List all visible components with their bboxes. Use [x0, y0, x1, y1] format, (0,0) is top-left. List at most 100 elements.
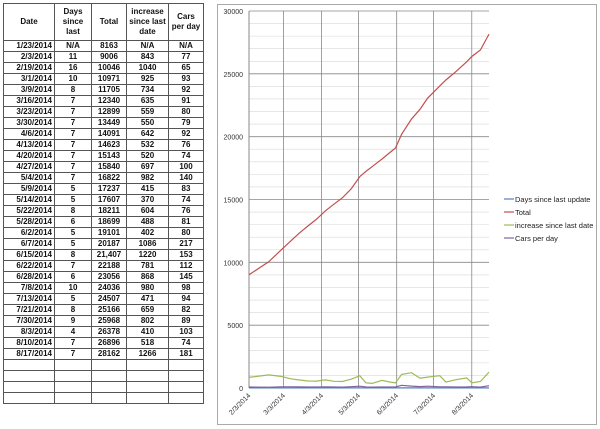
- table-cell[interactable]: 5: [54, 194, 92, 206]
- table-cell[interactable]: 9006: [91, 51, 127, 63]
- table-cell[interactable]: 103: [168, 326, 204, 338]
- table-cell[interactable]: 10: [54, 282, 92, 294]
- table-cell[interactable]: 6: [54, 216, 92, 228]
- table-cell[interactable]: 7/21/2014: [3, 304, 55, 316]
- table-cell[interactable]: 7: [54, 161, 92, 173]
- table-cell[interactable]: 8/17/2014: [3, 348, 55, 360]
- table-cell[interactable]: 16822: [91, 172, 127, 184]
- table-cell[interactable]: 8/10/2014: [3, 337, 55, 349]
- table-cell[interactable]: 1086: [126, 238, 169, 250]
- table-cell[interactable]: 5/4/2014: [3, 172, 55, 184]
- table-cell[interactable]: 2/3/2014: [3, 51, 55, 63]
- table-cell[interactable]: 642: [126, 128, 169, 140]
- table-cell[interactable]: 659: [126, 304, 169, 316]
- table-cell[interactable]: 6/22/2014: [3, 260, 55, 272]
- table-cell[interactable]: 982: [126, 172, 169, 184]
- table-cell[interactable]: 83: [168, 183, 204, 195]
- table-cell[interactable]: [168, 392, 204, 404]
- table-cell[interactable]: [3, 370, 55, 382]
- table-cell[interactable]: 604: [126, 205, 169, 217]
- table-cell[interactable]: 7/13/2014: [3, 293, 55, 305]
- table-cell[interactable]: 26896: [91, 337, 127, 349]
- table-cell[interactable]: 635: [126, 95, 169, 107]
- table-cell[interactable]: 153: [168, 249, 204, 261]
- table-cell[interactable]: 22188: [91, 260, 127, 272]
- table-cell[interactable]: 3/1/2014: [3, 73, 55, 85]
- table-cell[interactable]: 4/13/2014: [3, 139, 55, 151]
- table-cell[interactable]: 89: [168, 315, 204, 327]
- table-cell[interactable]: 14623: [91, 139, 127, 151]
- table-cell[interactable]: [168, 359, 204, 371]
- table-cell[interactable]: 6/2/2014: [3, 227, 55, 239]
- table-cell[interactable]: 24036: [91, 282, 127, 294]
- table-cell[interactable]: 3/23/2014: [3, 106, 55, 118]
- table-cell[interactable]: 415: [126, 183, 169, 195]
- table-cell[interactable]: 843: [126, 51, 169, 63]
- table-cell[interactable]: 7: [54, 95, 92, 107]
- table-cell[interactable]: [126, 359, 169, 371]
- table-cell[interactable]: 12340: [91, 95, 127, 107]
- table-cell[interactable]: 925: [126, 73, 169, 85]
- table-cell[interactable]: 5/22/2014: [3, 205, 55, 217]
- table-cell[interactable]: [3, 359, 55, 371]
- table-cell[interactable]: 4/20/2014: [3, 150, 55, 162]
- table-cell[interactable]: 5/28/2014: [3, 216, 55, 228]
- table-cell[interactable]: [91, 359, 127, 371]
- table-cell[interactable]: 7: [54, 337, 92, 349]
- table-cell[interactable]: 81: [168, 216, 204, 228]
- table-cell[interactable]: 532: [126, 139, 169, 151]
- table-cell[interactable]: 98: [168, 282, 204, 294]
- table-cell[interactable]: 10971: [91, 73, 127, 85]
- table-cell[interactable]: 3/16/2014: [3, 95, 55, 107]
- table-cell[interactable]: 1220: [126, 249, 169, 261]
- table-cell[interactable]: [126, 370, 169, 382]
- table-cell[interactable]: 7: [54, 348, 92, 360]
- table-cell[interactable]: 15840: [91, 161, 127, 173]
- table-cell[interactable]: 24507: [91, 293, 127, 305]
- table-cell[interactable]: 140: [168, 172, 204, 184]
- table-cell[interactable]: 74: [168, 150, 204, 162]
- table-cell[interactable]: 1266: [126, 348, 169, 360]
- table-cell[interactable]: 410: [126, 326, 169, 338]
- table-cell[interactable]: 23056: [91, 271, 127, 283]
- table-cell[interactable]: 16: [54, 62, 92, 74]
- table-cell[interactable]: 92: [168, 128, 204, 140]
- table-cell[interactable]: 471: [126, 293, 169, 305]
- table-cell[interactable]: 4/6/2014: [3, 128, 55, 140]
- table-cell[interactable]: N/A: [54, 40, 92, 52]
- table-cell[interactable]: 402: [126, 227, 169, 239]
- table-cell[interactable]: 370: [126, 194, 169, 206]
- table-cell[interactable]: 21,407: [91, 249, 127, 261]
- table-cell[interactable]: 17237: [91, 183, 127, 195]
- table-cell[interactable]: 112: [168, 260, 204, 272]
- table-cell[interactable]: 76: [168, 205, 204, 217]
- table-cell[interactable]: 1040: [126, 62, 169, 74]
- table-cell[interactable]: 5: [54, 293, 92, 305]
- table-cell[interactable]: 7/8/2014: [3, 282, 55, 294]
- table-cell[interactable]: 488: [126, 216, 169, 228]
- table-cell[interactable]: 3/9/2014: [3, 84, 55, 96]
- table-cell[interactable]: [126, 392, 169, 404]
- table-cell[interactable]: 76: [168, 139, 204, 151]
- table-cell[interactable]: 7: [54, 150, 92, 162]
- table-cell[interactable]: 15143: [91, 150, 127, 162]
- table-cell[interactable]: [54, 392, 92, 404]
- table-cell[interactable]: 14091: [91, 128, 127, 140]
- table-cell[interactable]: 3/30/2014: [3, 117, 55, 129]
- table-cell[interactable]: 7: [54, 106, 92, 118]
- table-cell[interactable]: 518: [126, 337, 169, 349]
- table-cell[interactable]: 5/14/2014: [3, 194, 55, 206]
- table-cell[interactable]: 11705: [91, 84, 127, 96]
- table-cell[interactable]: 12899: [91, 106, 127, 118]
- table-cell[interactable]: 6/15/2014: [3, 249, 55, 261]
- table-cell[interactable]: [168, 381, 204, 393]
- table-cell[interactable]: 74: [168, 194, 204, 206]
- table-cell[interactable]: [126, 381, 169, 393]
- table-cell[interactable]: 80: [168, 227, 204, 239]
- table-cell[interactable]: 8: [54, 84, 92, 96]
- table-cell[interactable]: 6/7/2014: [3, 238, 55, 250]
- table-cell[interactable]: 7: [54, 172, 92, 184]
- table-cell[interactable]: 980: [126, 282, 169, 294]
- table-cell[interactable]: [91, 392, 127, 404]
- table-cell[interactable]: [54, 381, 92, 393]
